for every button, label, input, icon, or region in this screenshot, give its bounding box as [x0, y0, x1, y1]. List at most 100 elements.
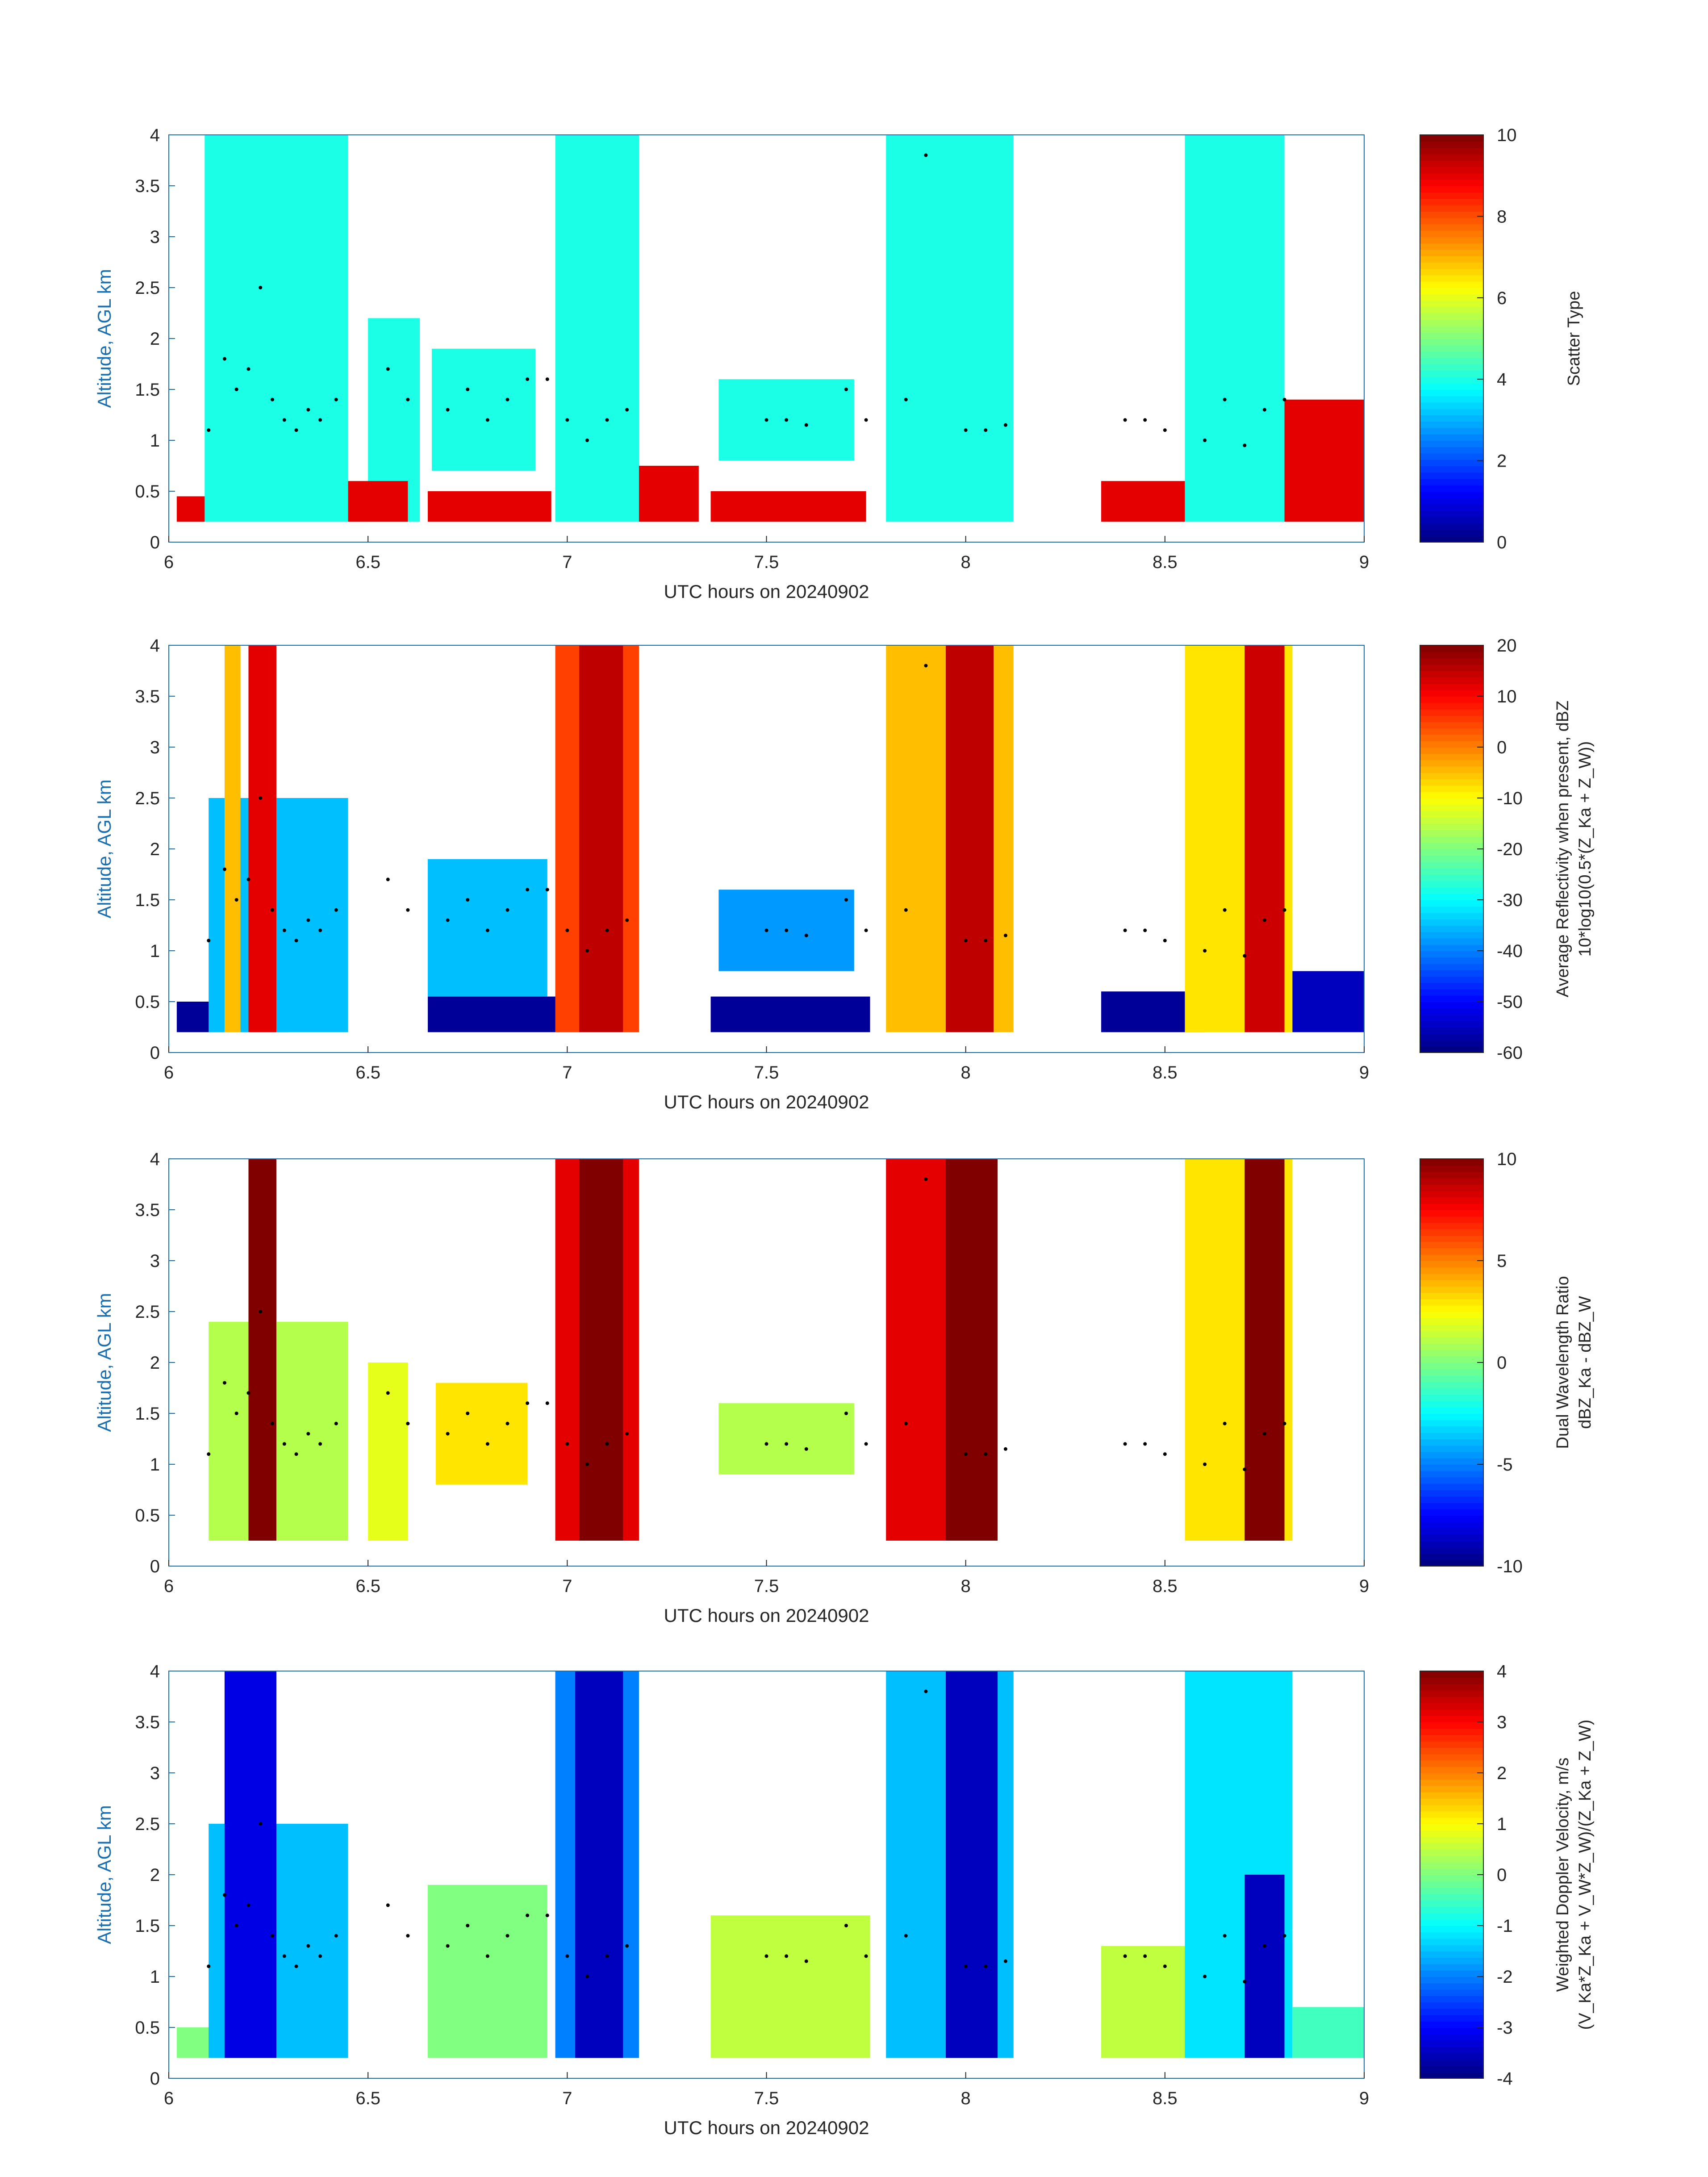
- colorbar-tick-label: -50: [1497, 992, 1523, 1012]
- overlay-point: [984, 1964, 988, 1968]
- overlay-point: [466, 388, 470, 391]
- x-tick-label: 9: [1359, 1063, 1369, 1082]
- heatmap-cell-9: [348, 481, 408, 522]
- overlay-point: [466, 898, 470, 902]
- colorbar-step: [1420, 1439, 1483, 1446]
- colorbar-tick-label: 0: [1497, 1865, 1507, 1885]
- colorbar-step: [1420, 1432, 1483, 1439]
- colorbar-step: [1420, 1159, 1483, 1166]
- colorbar-step: [1420, 804, 1483, 811]
- colorbar-step: [1420, 389, 1483, 397]
- overlay-point: [1203, 1975, 1207, 1978]
- colorbar-step: [1420, 2072, 1483, 2079]
- y-tick-label: 1: [150, 1455, 160, 1475]
- heatmap-cell-9: [946, 1159, 998, 1541]
- colorbar-step: [1420, 1020, 1483, 1028]
- overlay-point: [334, 908, 338, 912]
- colorbar-step: [1420, 243, 1483, 250]
- colorbar-step: [1420, 1165, 1483, 1172]
- x-tick-label: 8.5: [1153, 552, 1178, 572]
- overlay-point: [625, 1944, 629, 1948]
- colorbar-step: [1420, 217, 1483, 225]
- colorbar-step: [1420, 491, 1483, 498]
- colorbar-step: [1420, 830, 1483, 837]
- colorbar-step: [1420, 459, 1483, 466]
- colorbar-step: [1420, 773, 1483, 780]
- overlay-point: [1282, 1421, 1286, 1425]
- y-tick-label: 2: [150, 329, 160, 349]
- colorbar-step: [1420, 1046, 1483, 1053]
- overlay-point: [565, 1442, 569, 1446]
- colorbar-step: [1420, 1881, 1483, 1888]
- overlay-point: [1262, 918, 1266, 922]
- colorbar-step: [1420, 402, 1483, 409]
- overlay-point: [406, 908, 410, 912]
- colorbar-step: [1420, 1792, 1483, 1799]
- colorbar-step: [1420, 785, 1483, 792]
- colorbar-step: [1420, 976, 1483, 983]
- colorbar-step: [1420, 1817, 1483, 1824]
- colorbar-step: [1420, 173, 1483, 180]
- overlay-point: [1282, 397, 1286, 401]
- colorbar-step: [1420, 415, 1483, 422]
- colorbar-step: [1420, 179, 1483, 186]
- colorbar-step: [1420, 1900, 1483, 1907]
- x-tick-label: 6: [164, 552, 174, 572]
- colorbar-step: [1420, 1299, 1483, 1306]
- x-tick-label: 7: [562, 552, 572, 572]
- colorbar-step: [1420, 1919, 1483, 1926]
- colorbar-step: [1420, 747, 1483, 754]
- colorbar-step: [1420, 2027, 1483, 2035]
- colorbar-step: [1420, 887, 1483, 894]
- overlay-point: [1282, 908, 1286, 912]
- x-tick-label: 7: [562, 1576, 572, 1596]
- colorbar-step: [1420, 906, 1483, 913]
- heatmap-cell-6: [579, 1159, 623, 1541]
- overlay-point: [1143, 1442, 1147, 1446]
- overlay-point: [864, 928, 868, 932]
- colorbar-step: [1420, 1426, 1483, 1433]
- colorbar-label: (V_Ka*Z_Ka + V_W*Z_W)/(Z_Ka + Z_W): [1576, 1720, 1595, 2030]
- colorbar-tick-label: 10: [1497, 687, 1517, 706]
- colorbar-step: [1420, 338, 1483, 346]
- overlay-point: [234, 1412, 238, 1415]
- colorbar-step: [1420, 1811, 1483, 1818]
- overlay-point: [545, 377, 549, 381]
- colorbar-step: [1420, 1502, 1483, 1509]
- colorbar-step: [1420, 154, 1483, 161]
- overlay-point: [259, 286, 263, 289]
- colorbar-step: [1420, 683, 1483, 690]
- overlay-point: [605, 1954, 609, 1958]
- colorbar-step: [1420, 1014, 1483, 1021]
- colorbar-step: [1420, 224, 1483, 231]
- colorbar-step: [1420, 734, 1483, 741]
- colorbar-step: [1420, 1926, 1483, 1933]
- y-tick-label: 2.5: [135, 789, 160, 808]
- y-tick-label: 0.5: [135, 482, 160, 501]
- colorbar-step: [1420, 1312, 1483, 1319]
- colorbar-tick-label: -60: [1497, 1043, 1523, 1063]
- colorbar-tick-label: -5: [1497, 1455, 1513, 1475]
- colorbar-step: [1420, 855, 1483, 862]
- colorbar-step: [1420, 529, 1483, 536]
- colorbar-step: [1420, 753, 1483, 760]
- colorbar-step: [1420, 2002, 1483, 2009]
- colorbar-step: [1420, 1684, 1483, 1691]
- colorbar-step: [1420, 2053, 1483, 2060]
- colorbar-step: [1420, 1496, 1483, 1503]
- heatmap-cell-5: [428, 996, 560, 1032]
- x-tick-label: 9: [1359, 2089, 1369, 2108]
- colorbar-step: [1420, 211, 1483, 218]
- colorbar-tick-label: 5: [1497, 1251, 1507, 1271]
- colorbar-step: [1420, 696, 1483, 703]
- heatmap-cell-7: [1185, 135, 1285, 522]
- overlay-point: [844, 898, 848, 902]
- colorbar-step: [1420, 1515, 1483, 1522]
- y-tick-label: 2.5: [135, 278, 160, 298]
- overlay-point: [1143, 418, 1147, 422]
- colorbar-step: [1420, 1983, 1483, 1990]
- colorbar-step: [1420, 963, 1483, 970]
- colorbar-step: [1420, 2034, 1483, 2041]
- colorbar-step: [1420, 1267, 1483, 1274]
- colorbar-step: [1420, 306, 1483, 313]
